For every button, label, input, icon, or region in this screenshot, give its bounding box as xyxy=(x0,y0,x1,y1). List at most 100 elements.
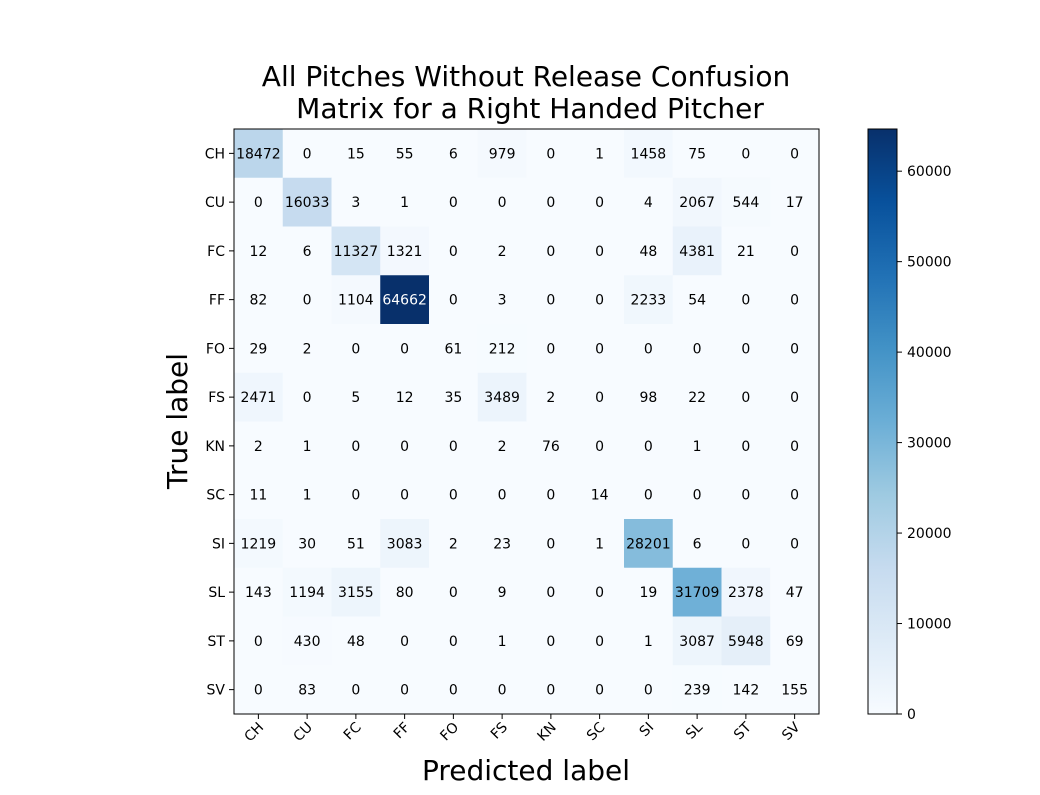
x-tick-label: CH xyxy=(242,720,268,746)
cell-value-label: 0 xyxy=(741,390,750,406)
heatmap-cell xyxy=(721,470,771,520)
cell-value-label: 0 xyxy=(449,244,458,260)
cell-value-label: 0 xyxy=(303,390,312,406)
heatmap-cell xyxy=(526,129,576,179)
cell-value-label: 0 xyxy=(595,244,604,260)
cell-value-label: 4381 xyxy=(679,244,715,260)
heatmap-cell xyxy=(770,665,820,715)
heatmap-cell xyxy=(526,567,576,617)
heatmap-cell xyxy=(380,421,430,471)
cell-value-label: 0 xyxy=(546,488,555,504)
heatmap-cell xyxy=(477,519,527,569)
heatmap-cell xyxy=(282,226,332,276)
cell-value-label: 239 xyxy=(684,683,711,699)
cell-value-label: 142 xyxy=(733,683,760,699)
cell-value-label: 29 xyxy=(249,341,267,357)
heatmap-cell xyxy=(282,616,332,666)
x-tick-label: FF xyxy=(391,720,414,743)
cell-value-label: 0 xyxy=(400,439,409,455)
heatmap-cell xyxy=(331,421,381,471)
heatmap-cell xyxy=(575,665,625,715)
y-axis-label: True label xyxy=(161,353,194,490)
heatmap-cell xyxy=(380,372,430,422)
y-tick-label: SL xyxy=(208,585,225,601)
cell-value-label: 3 xyxy=(498,293,507,309)
cell-value-label: 155 xyxy=(781,683,808,699)
cell-value-label: 0 xyxy=(254,683,263,699)
cell-value-label: 75 xyxy=(688,146,706,162)
cell-value-label: 6 xyxy=(303,244,312,260)
x-tick-label: SI xyxy=(637,720,658,741)
x-tick-label: SC xyxy=(584,719,609,744)
heatmap-cell xyxy=(429,324,479,374)
cell-value-label: 0 xyxy=(790,488,799,504)
cell-value-label: 1 xyxy=(693,439,702,455)
heatmap-cell xyxy=(282,470,332,520)
cell-value-label: 1194 xyxy=(289,585,325,601)
heatmap-cell xyxy=(770,421,820,471)
cell-value-label: 2471 xyxy=(241,390,277,406)
heatmap-cell xyxy=(282,567,332,617)
cell-value-label: 80 xyxy=(396,585,414,601)
cell-value-label: 0 xyxy=(644,341,653,357)
heatmap-cell xyxy=(429,567,479,617)
heatmap-cell xyxy=(234,129,284,179)
heatmap-cell xyxy=(624,275,674,325)
heatmap-cell xyxy=(672,616,722,666)
heatmap-cell xyxy=(721,616,771,666)
cell-value-label: 1 xyxy=(498,634,507,650)
cell-value-label: 11327 xyxy=(334,244,379,260)
heatmap-cell xyxy=(526,519,576,569)
cell-value-label: 14 xyxy=(591,488,609,504)
cell-value-label: 3155 xyxy=(338,585,374,601)
colorbar-tick-label: 0 xyxy=(907,707,916,723)
cell-value-label: 0 xyxy=(595,341,604,357)
heatmap-cell xyxy=(477,129,527,179)
cell-value-label: 51 xyxy=(347,536,365,552)
heatmap-cell xyxy=(721,567,771,617)
colorbar xyxy=(867,128,898,715)
cell-value-label: 3083 xyxy=(387,536,423,552)
cell-value-label: 430 xyxy=(294,634,321,650)
heatmap-cell xyxy=(331,324,381,374)
cell-value-label: 0 xyxy=(351,488,360,504)
heatmap-cell xyxy=(331,177,381,227)
cell-value-label: 0 xyxy=(595,390,604,406)
cell-value-label: 12 xyxy=(249,244,267,260)
cell-value-label: 22 xyxy=(688,390,706,406)
cell-value-label: 1 xyxy=(400,195,409,211)
heatmap-cell xyxy=(575,567,625,617)
heatmap-cell xyxy=(429,275,479,325)
heatmap-cell xyxy=(770,567,820,617)
cell-value-label: 0 xyxy=(644,683,653,699)
heatmap-cell xyxy=(770,324,820,374)
cell-value-label: 0 xyxy=(400,683,409,699)
heatmap-cell xyxy=(575,421,625,471)
heatmap-cell xyxy=(282,129,332,179)
cell-value-label: 2067 xyxy=(679,195,715,211)
cell-value-label: 0 xyxy=(741,488,750,504)
colorbar-tick-label: 60000 xyxy=(907,164,952,180)
heatmap-cell xyxy=(429,470,479,520)
x-tick-label: SV xyxy=(779,719,804,744)
cell-value-label: 98 xyxy=(639,390,657,406)
heatmap-cell xyxy=(234,324,284,374)
cell-value-label: 0 xyxy=(790,146,799,162)
cell-value-label: 0 xyxy=(693,341,702,357)
heatmap-cell xyxy=(770,616,820,666)
heatmap-cell xyxy=(331,470,381,520)
cell-value-label: 0 xyxy=(693,488,702,504)
y-tick-label: CU xyxy=(205,195,225,211)
cell-value-label: 61 xyxy=(444,341,462,357)
heatmap-cell xyxy=(234,665,284,715)
cell-value-label: 0 xyxy=(741,439,750,455)
cell-value-label: 0 xyxy=(303,146,312,162)
heatmap-cell xyxy=(477,665,527,715)
heatmap-cell xyxy=(526,177,576,227)
cell-value-label: 2233 xyxy=(631,293,667,309)
cell-value-label: 0 xyxy=(790,341,799,357)
cell-value-label: 0 xyxy=(741,341,750,357)
heatmap-cell xyxy=(770,129,820,179)
heatmap-cell xyxy=(331,616,381,666)
cell-value-label: 54 xyxy=(688,293,706,309)
